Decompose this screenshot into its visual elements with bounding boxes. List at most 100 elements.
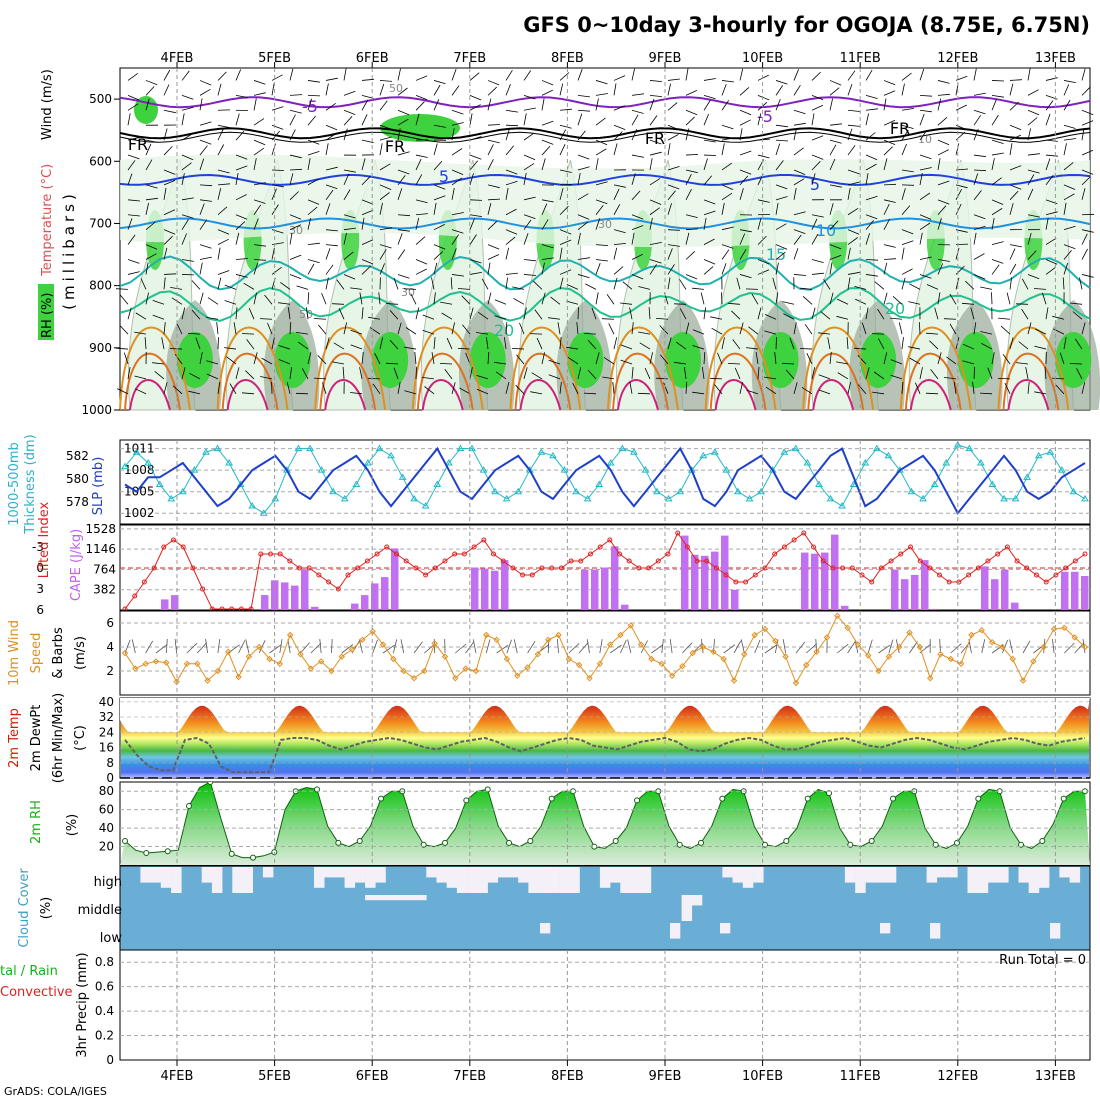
wind-barb	[703, 78, 716, 81]
wind-barb	[372, 383, 381, 395]
wind-barb	[1027, 169, 1040, 174]
wind-barb	[433, 292, 436, 305]
wind-barb	[721, 80, 734, 83]
wind-barb	[987, 367, 993, 380]
wind-barb	[591, 307, 597, 320]
wind-barb	[883, 203, 890, 215]
wind-barb	[901, 129, 909, 141]
wind-barb	[433, 99, 440, 111]
wind-barb	[613, 243, 626, 245]
dewpt2m-label: 2m DewPt	[29, 705, 44, 772]
wind-barb	[804, 324, 813, 335]
wind10-barb	[754, 639, 761, 654]
isotherm-line	[119, 173, 1091, 186]
cloud-clear-block	[211, 867, 223, 893]
cloud-clear-block	[936, 867, 948, 878]
thickness-marker	[872, 444, 881, 452]
thickness-marker	[1000, 494, 1008, 502]
wind-barb	[415, 213, 428, 216]
wind-marker	[761, 625, 769, 633]
wind-barb	[541, 80, 554, 86]
wind-barb	[1009, 337, 1014, 350]
wind-barb	[469, 214, 482, 217]
wind-barb	[883, 183, 897, 186]
li-marker	[132, 593, 138, 599]
wind-barb	[505, 145, 515, 156]
wind-barb	[1045, 259, 1058, 265]
cloud-clear-block	[426, 867, 437, 878]
thickness-marker	[606, 459, 615, 466]
wind-barb	[667, 248, 673, 260]
wind-marker	[348, 646, 356, 653]
wind-barb	[883, 262, 888, 275]
wind10-barb	[620, 640, 627, 654]
cape-bar	[811, 553, 819, 610]
wind-barb	[289, 214, 302, 220]
contour-label: 30	[598, 218, 612, 231]
rh2m-marker	[314, 786, 320, 793]
wind-barb	[703, 94, 716, 100]
wind-barb	[979, 392, 993, 395]
wind-barb	[296, 285, 309, 290]
li-marker	[180, 544, 186, 550]
wind-barb	[991, 259, 1004, 264]
wind-barb	[613, 184, 626, 188]
wind-barb	[955, 75, 968, 81]
rh2m-marker	[506, 839, 512, 846]
wind-barb	[901, 143, 907, 156]
wind10-barb	[909, 641, 918, 654]
wind10-barb	[701, 639, 704, 654]
wind10-barb	[661, 639, 664, 654]
wind-line	[124, 614, 1086, 685]
wind-barb	[487, 221, 497, 230]
wind-barb	[667, 124, 680, 131]
temp-mask	[120, 698, 1090, 733]
temp-tick-label: 0	[106, 771, 114, 785]
thickness-marker	[398, 473, 407, 480]
wind-barb	[775, 251, 786, 260]
thickness-tick-label: 582	[66, 449, 89, 463]
wind-barb	[577, 274, 590, 279]
wind-barb	[531, 372, 543, 380]
isotherm-30	[709, 352, 767, 411]
cape-bar	[291, 585, 299, 610]
wind-barb	[1063, 138, 1076, 141]
wind-barb	[170, 287, 183, 290]
wind-barb	[397, 169, 410, 175]
wind-barb	[469, 199, 483, 201]
wind-barb	[541, 219, 549, 230]
wind-barb	[775, 80, 788, 85]
wind-barb	[127, 73, 138, 81]
wind-barb	[631, 274, 644, 280]
li-marker	[869, 579, 875, 585]
li-marker	[394, 551, 399, 557]
wind-barb	[1063, 249, 1072, 260]
wind-marker	[627, 622, 635, 629]
wind-barb	[649, 158, 653, 171]
wind-barb	[667, 203, 672, 215]
wind-barb	[307, 115, 316, 126]
wind-barb	[901, 240, 914, 245]
wind-barb	[757, 235, 767, 245]
wind-barb	[901, 247, 905, 260]
wind-barb	[343, 68, 347, 81]
wind-barb	[476, 332, 489, 335]
wind-marker	[679, 662, 686, 670]
thickness-marker	[329, 487, 338, 495]
cape-bar	[701, 555, 709, 610]
wind-barb	[883, 199, 896, 203]
wind-barb	[523, 154, 536, 161]
wind-barb	[1009, 184, 1022, 190]
wind-barb	[909, 283, 921, 290]
wind-barb	[861, 322, 867, 335]
wind-barb	[199, 199, 212, 202]
li-marker	[1063, 565, 1069, 571]
wind10-barb	[300, 642, 311, 654]
wind-barb	[1027, 89, 1039, 96]
wind-barb	[991, 139, 1004, 144]
wind-barb	[649, 242, 662, 245]
wind-barb	[631, 214, 644, 220]
wind-barb	[379, 249, 387, 260]
wind-barb	[973, 169, 987, 172]
cloud-clear-block	[885, 867, 897, 883]
